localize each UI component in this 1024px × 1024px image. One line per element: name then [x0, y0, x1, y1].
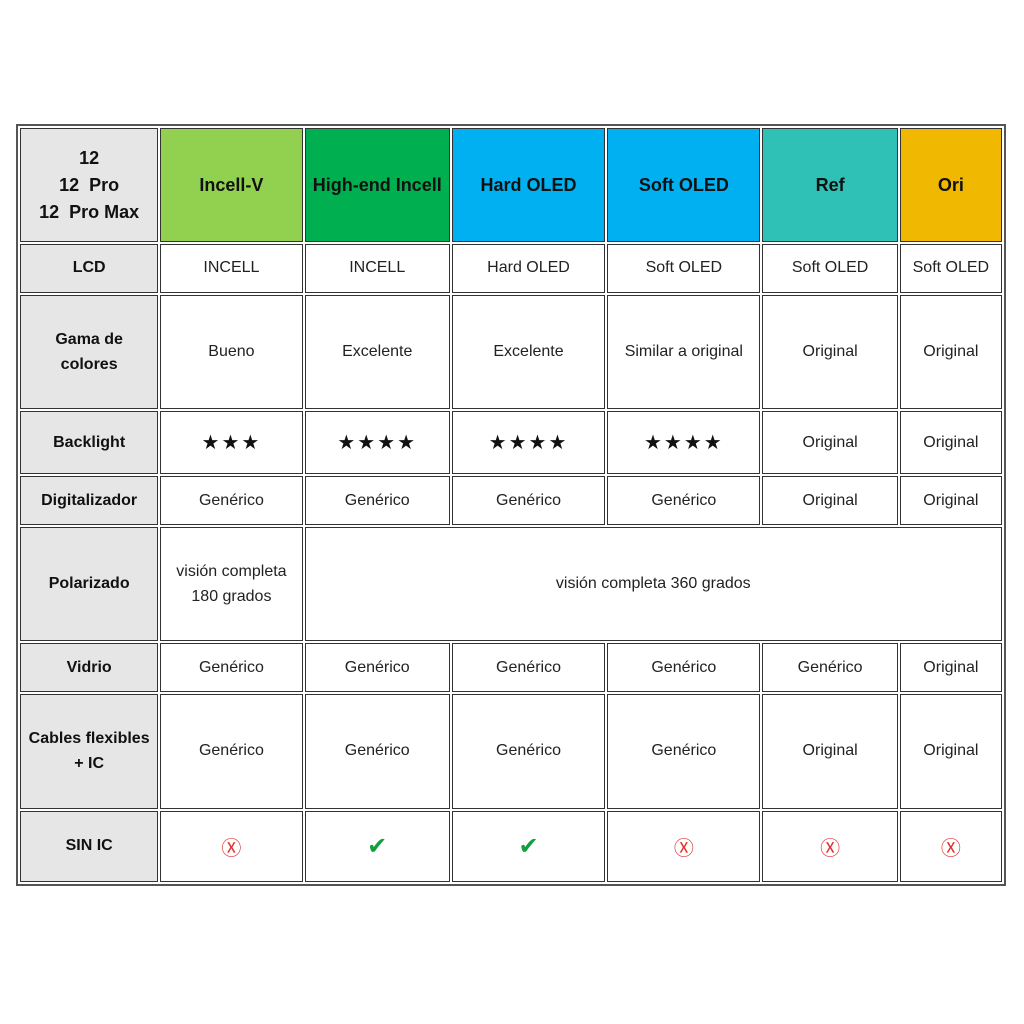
star-rating: ★★★ [160, 411, 303, 475]
row-label: Cables flexibles + IC [20, 694, 159, 809]
column-ref: Ref [762, 128, 898, 242]
check-icon: ✔ [451, 810, 606, 882]
column-hard-oled: Hard OLED [451, 128, 606, 242]
cell: Soft OLED [607, 244, 761, 293]
row-label-line: + IC [74, 755, 105, 773]
cell: Original [762, 294, 898, 410]
comparison-table: 12 12 Pro 12 Pro Max Incell-V High-end I… [16, 124, 1006, 886]
cell: Genérico [160, 476, 303, 526]
cell: Genérico [304, 476, 450, 526]
cell: Original [762, 476, 898, 526]
cell: INCELL [304, 244, 450, 293]
cell: Genérico [607, 694, 761, 809]
column-high-end-incell: High-end Incell [304, 128, 450, 242]
star-rating: ★★★★ [304, 411, 450, 475]
column-incell-v: Incell-V [160, 128, 303, 242]
cell: Genérico [762, 643, 898, 693]
cell: Original [762, 694, 898, 809]
row-label: Backlight [20, 411, 159, 475]
check-icon: ✔ [304, 810, 450, 882]
model-12-pro-max: 12 Pro Max [39, 201, 140, 222]
cell: Genérico [160, 643, 303, 693]
cell: Hard OLED [451, 244, 606, 293]
cell: Excelente [304, 294, 450, 410]
row-lcd: LCD INCELL INCELL Hard OLED Soft OLED So… [20, 244, 1002, 293]
cell: Original [899, 476, 1002, 526]
model-12: 12 [79, 147, 100, 168]
cell: INCELL [160, 244, 303, 293]
column-ori: Ori [899, 128, 1002, 242]
cell: Genérico [304, 694, 450, 809]
cell: Genérico [607, 643, 761, 693]
star-rating: ★★★★ [451, 411, 606, 475]
row-label: Gama de colores [20, 294, 159, 410]
row-label: LCD [20, 244, 159, 293]
row-vidrio: Vidrio Genérico Genérico Genérico Genéri… [20, 643, 1002, 693]
model-12-pro: 12 Pro [59, 174, 120, 195]
cell-line: 180 grados [191, 588, 272, 606]
cell-line: visión completa [176, 563, 287, 581]
circled-x-icon: Ⓧ [607, 810, 761, 882]
cell: Genérico [451, 476, 606, 526]
circled-x-icon: Ⓧ [899, 810, 1002, 882]
cell: Original [762, 411, 898, 475]
model-header: 12 12 Pro 12 Pro Max [20, 128, 159, 242]
row-label-line: Gama de [55, 331, 123, 349]
cell: Soft OLED [899, 244, 1002, 293]
row-polarizado: Polarizado visión completa 180 grados vi… [20, 527, 1002, 642]
row-label: Vidrio [20, 643, 159, 693]
header-row: 12 12 Pro 12 Pro Max Incell-V High-end I… [20, 128, 1002, 242]
circled-x-icon: Ⓧ [160, 810, 303, 882]
star-rating: ★★★★ [607, 411, 761, 475]
cell: Excelente [451, 294, 606, 410]
row-label-line: Cables flexibles [28, 730, 150, 748]
row-label: Polarizado [20, 527, 159, 642]
cell: Original [899, 694, 1002, 809]
column-soft-oled: Soft OLED [607, 128, 761, 242]
cell: Original [899, 643, 1002, 693]
cell: Bueno [160, 294, 303, 410]
cell: Genérico [451, 643, 606, 693]
cell: Genérico [160, 694, 303, 809]
row-label-line: colores [60, 356, 118, 374]
cell: Genérico [304, 643, 450, 693]
cell: Genérico [451, 694, 606, 809]
cell: Genérico [607, 476, 761, 526]
row-label: Digitalizador [20, 476, 159, 526]
cell-merged: visión completa 360 grados [304, 527, 1002, 642]
circled-x-icon: Ⓧ [762, 810, 898, 882]
row-sin-ic: SIN IC Ⓧ ✔ ✔ Ⓧ Ⓧ Ⓧ [20, 810, 1002, 882]
row-backlight: Backlight ★★★ ★★★★ ★★★★ ★★★★ Original Or… [20, 411, 1002, 475]
cell: Original [899, 294, 1002, 410]
row-gama-de-colores: Gama de colores Bueno Excelente Excelent… [20, 294, 1002, 410]
cell: visión completa 180 grados [160, 527, 303, 642]
row-digitalizador: Digitalizador Genérico Genérico Genérico… [20, 476, 1002, 526]
cell: Similar a original [607, 294, 761, 410]
row-label: SIN IC [20, 810, 159, 882]
cell: Original [899, 411, 1002, 475]
row-cables-flexibles: Cables flexibles + IC Genérico Genérico … [20, 694, 1002, 809]
cell: Soft OLED [762, 244, 898, 293]
